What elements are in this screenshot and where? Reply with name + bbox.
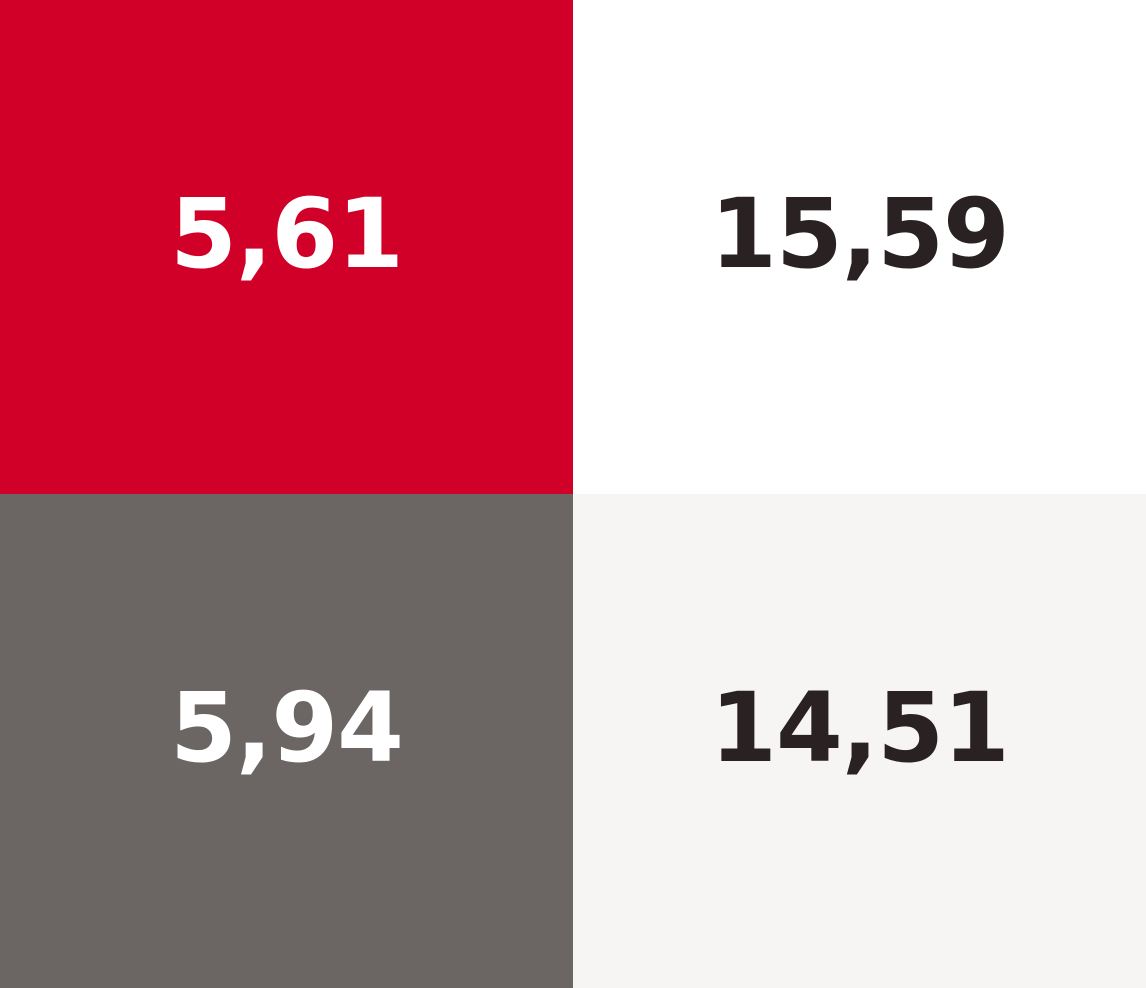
value-cell-top-left: 5,61 <box>0 0 573 494</box>
value-text-top-right: 15,59 <box>710 178 1010 290</box>
value-cell-top-right: 15,59 <box>573 0 1146 494</box>
value-text-top-left: 5,61 <box>170 178 404 290</box>
value-cell-bottom-left: 5,94 <box>0 494 573 988</box>
value-cell-bottom-right: 14,51 <box>573 494 1146 988</box>
value-text-bottom-right: 14,51 <box>710 672 1010 784</box>
value-text-bottom-left: 5,94 <box>170 672 404 784</box>
